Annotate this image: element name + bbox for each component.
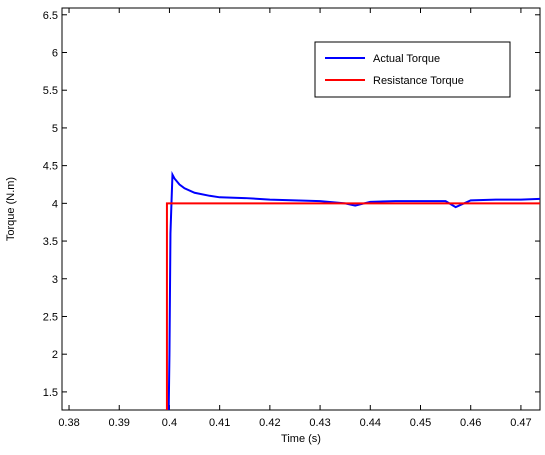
x-tick-label: 0.47 (510, 417, 531, 429)
legend-box (314, 41, 511, 98)
y-tick-label: 5.5 (43, 85, 58, 97)
x-tick-label: 0.38 (58, 417, 79, 429)
y-tick-label: 4 (52, 198, 58, 210)
x-tick-label: 0.44 (360, 417, 381, 429)
data-line (167, 170, 540, 410)
y-tick-label: 2.5 (43, 311, 58, 323)
legend-label: Resistance Torque (373, 75, 464, 87)
plot-lines (165, 170, 540, 410)
y-tick-label: 6 (52, 47, 58, 59)
x-tick-label: 0.42 (259, 417, 280, 429)
x-tick-label: 0.41 (209, 417, 230, 429)
legend-label: Actual Torque (373, 53, 440, 65)
y-tick-label: 1.5 (43, 387, 58, 399)
y-tick-label: 4.5 (43, 161, 58, 173)
y-tick-label: 3.5 (43, 236, 58, 248)
y-tick-label: 6.5 (43, 10, 58, 22)
x-tick-label: 0.39 (109, 417, 130, 429)
data-line (165, 202, 540, 410)
y-tick-label: 3 (52, 274, 58, 286)
y-axis-label: Torque (N.m) (5, 177, 17, 241)
y-tick-label: 5 (52, 123, 58, 135)
x-tick-label: 0.4 (162, 417, 177, 429)
x-tick-label: 0.45 (410, 417, 431, 429)
y-tick-label: 2 (52, 349, 58, 361)
x-tick-label: 0.43 (309, 417, 330, 429)
x-axis-label: Time (s) (281, 433, 321, 445)
x-tick-label: 0.46 (460, 417, 481, 429)
